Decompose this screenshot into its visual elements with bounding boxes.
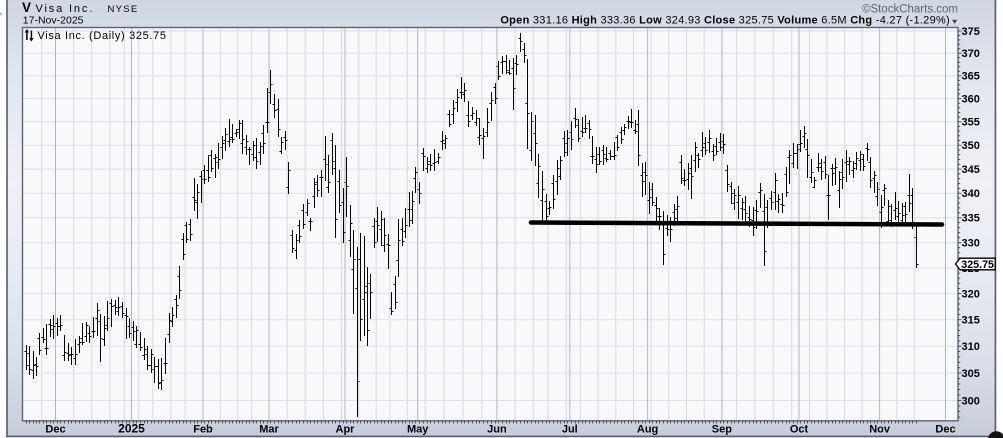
svg-text:315: 315: [962, 315, 980, 327]
svg-text:Feb: Feb: [193, 424, 213, 436]
svg-text:305: 305: [962, 368, 980, 380]
svg-text:375: 375: [962, 26, 980, 38]
svg-text:320: 320: [962, 289, 980, 301]
svg-text:Visa Inc.: Visa Inc.: [36, 3, 95, 15]
svg-text:310: 310: [962, 341, 980, 353]
svg-text:Apr: Apr: [336, 424, 356, 436]
svg-text:Jun: Jun: [487, 424, 507, 436]
svg-text:Nov: Nov: [869, 424, 891, 436]
svg-text:17-Nov-2025: 17-Nov-2025: [23, 15, 84, 27]
svg-text:Mar: Mar: [259, 424, 279, 436]
svg-text:Oct: Oct: [790, 424, 809, 436]
svg-text:2025: 2025: [118, 422, 145, 436]
svg-text:V: V: [22, 0, 31, 15]
svg-text:Dec: Dec: [45, 424, 65, 436]
svg-text:345: 345: [962, 164, 980, 176]
svg-text:350: 350: [962, 140, 980, 152]
svg-text:NYSE: NYSE: [108, 4, 139, 15]
svg-text:335: 335: [962, 213, 980, 225]
svg-text:Open 331.16 High 333.36 Low 32: Open 331.16 High 333.36 Low 324.93 Close…: [500, 15, 950, 27]
svg-text:May: May: [407, 424, 429, 436]
svg-text:Jul: Jul: [562, 424, 578, 436]
svg-text:Visa Inc. (Daily) 325.75: Visa Inc. (Daily) 325.75: [38, 30, 167, 42]
svg-text:Aug: Aug: [637, 424, 658, 436]
svg-text:©StockCharts.com: ©StockCharts.com: [862, 4, 958, 16]
svg-text:355: 355: [962, 117, 980, 129]
svg-text:300: 300: [962, 395, 980, 407]
svg-text:370: 370: [962, 48, 980, 60]
svg-text:325.75: 325.75: [961, 259, 994, 271]
svg-text:Dec: Dec: [935, 424, 955, 436]
svg-text:365: 365: [962, 71, 980, 83]
svg-text:Sep: Sep: [712, 424, 732, 436]
svg-text:340: 340: [962, 188, 980, 200]
svg-text:330: 330: [962, 238, 980, 250]
svg-text:360: 360: [962, 94, 980, 106]
